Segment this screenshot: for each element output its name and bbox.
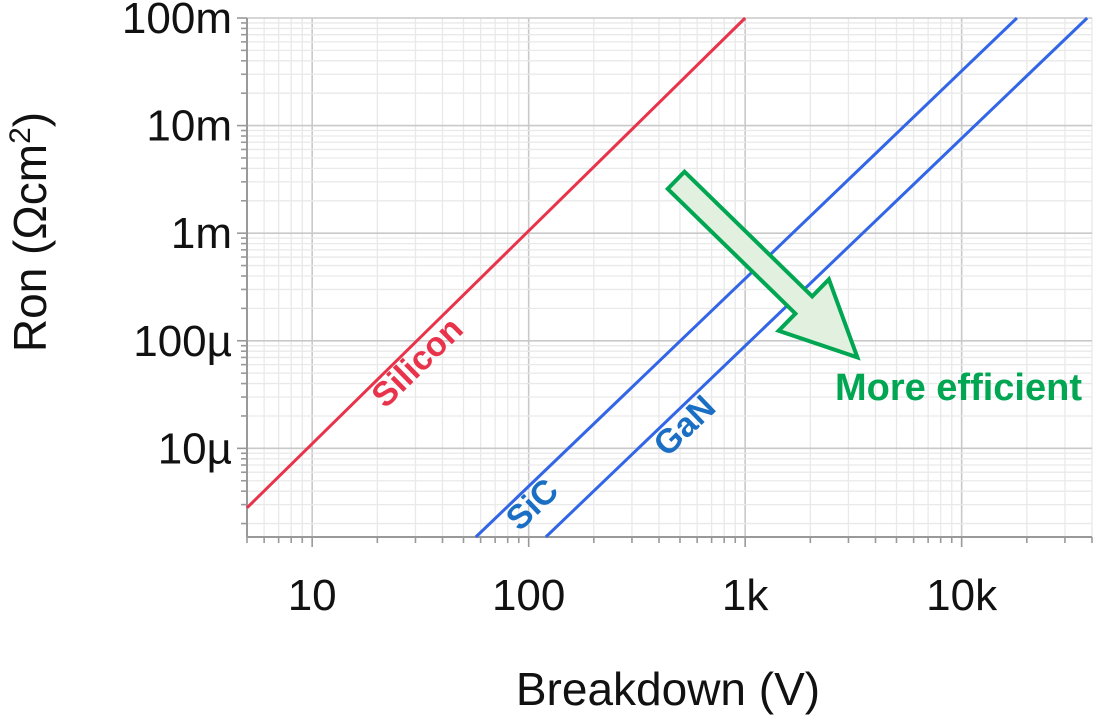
series-line-silicon — [245, 16, 747, 509]
y-tick-label: 100µ — [133, 317, 232, 366]
y-tick-label: 1m — [171, 209, 232, 258]
y-axis-title: Ron (Ωcm2) — [4, 112, 56, 352]
series-line-sic — [474, 16, 1018, 539]
axes — [237, 17, 1093, 547]
y-axis-title-main: Ron (Ωcm — [4, 144, 56, 352]
series-line-gan — [544, 16, 1089, 539]
x-tick-label: 100 — [492, 571, 565, 620]
x-tick-label: 1k — [722, 571, 769, 620]
annotation: More efficient — [664, 168, 1082, 409]
tick-labels: 10 100 1k 10k 10µ 100µ 1m 10m 100m — [122, 0, 998, 620]
y-axis-title-end: ) — [4, 112, 56, 127]
x-tick-label: 10 — [288, 571, 337, 620]
series-label-silicon: Silicon — [364, 310, 470, 415]
y-axis-title-superscript: 2 — [4, 127, 37, 144]
efficiency-arrow — [664, 168, 861, 361]
annotation-text: More efficient — [835, 367, 1082, 409]
y-tick-label: 10µ — [158, 424, 232, 473]
grid — [246, 17, 1093, 537]
x-tick-label: 10k — [926, 571, 998, 620]
x-axis-title: Breakdown (V) — [516, 663, 820, 715]
y-tick-label: 10m — [146, 102, 232, 151]
y-tick-label: 100m — [122, 0, 232, 43]
